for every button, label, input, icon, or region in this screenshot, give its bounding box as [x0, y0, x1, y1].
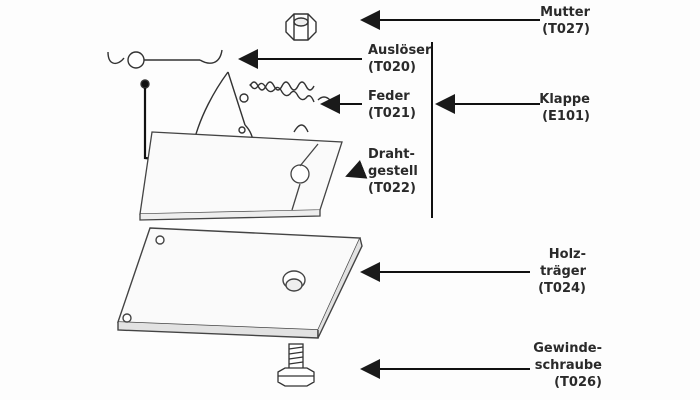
label-klappe: Klappe (E101): [536, 91, 590, 125]
label-klappe-code: (E101): [542, 109, 590, 124]
label-drahtgestell: Draht- gestell (T022): [368, 146, 418, 197]
label-ausloeser-code: (T020): [368, 60, 416, 75]
label-gewindeschraube-line1: Gewinde-: [533, 341, 602, 356]
label-mutter-code: (T027): [542, 22, 590, 37]
wire-mesh-plate: [139, 131, 343, 221]
label-gewindeschraube-code: (T026): [554, 375, 602, 390]
label-mutter: Mutter (T027): [536, 4, 590, 38]
label-gewindeschraube: Gewinde- schraube (T026): [518, 340, 602, 391]
screw-icon: [277, 343, 315, 387]
label-mutter-name: Mutter: [540, 5, 590, 20]
label-klappe-name: Klappe: [539, 92, 590, 107]
label-holztraeger-line1: Holz-: [548, 247, 586, 262]
label-holztraeger-code: (T024): [538, 281, 586, 296]
spring-icon: [239, 81, 331, 133]
label-holztraeger-line2: träger: [540, 264, 586, 279]
label-feder: Feder (T021): [368, 88, 416, 122]
arrow-icon: [238, 10, 540, 379]
nut-icon: [285, 13, 317, 41]
label-gewindeschraube-line2: schraube: [534, 358, 602, 373]
label-holztraeger: Holz- träger (T024): [526, 246, 586, 297]
label-drahtgestell-code: (T022): [368, 181, 416, 196]
label-feder-name: Feder: [368, 89, 410, 104]
label-ausloeser-name: Auslöser: [368, 43, 432, 58]
label-feder-code: (T021): [368, 106, 416, 121]
label-ausloeser: Auslöser (T020): [368, 42, 431, 76]
label-drahtgestell-line1: Draht-: [368, 147, 415, 162]
wood-board-icon: [117, 227, 363, 339]
label-drahtgestell-line2: gestell: [368, 164, 418, 179]
